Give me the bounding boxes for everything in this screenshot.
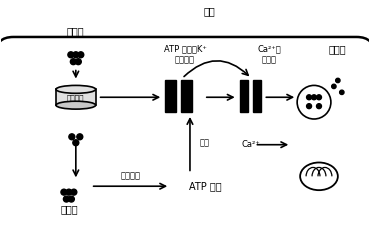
Bar — [56, 89, 96, 105]
Circle shape — [63, 196, 69, 202]
Circle shape — [68, 196, 74, 202]
Circle shape — [70, 59, 76, 65]
Circle shape — [75, 59, 81, 65]
Text: 葡萄糖: 葡萄糖 — [60, 204, 78, 214]
FancyBboxPatch shape — [0, 37, 370, 239]
Bar — [240, 81, 248, 112]
Text: ATP 敏感的K⁺
通道关闭: ATP 敏感的K⁺ 通道关闭 — [164, 44, 206, 64]
Circle shape — [66, 189, 72, 195]
Bar — [181, 81, 192, 112]
Circle shape — [73, 140, 79, 146]
Circle shape — [307, 104, 312, 109]
Ellipse shape — [56, 85, 96, 93]
Text: 氧化分解: 氧化分解 — [120, 171, 140, 180]
Circle shape — [336, 78, 340, 83]
Text: 载体蛋白: 载体蛋白 — [67, 94, 85, 101]
Bar — [165, 81, 176, 112]
Circle shape — [73, 52, 79, 58]
Text: Ca²⁺通
道打开: Ca²⁺通 道打开 — [258, 44, 281, 64]
Text: 胰岛素: 胰岛素 — [328, 44, 346, 54]
Circle shape — [69, 134, 75, 140]
Circle shape — [307, 95, 312, 100]
Circle shape — [297, 85, 331, 119]
Text: Ca²⁺: Ca²⁺ — [242, 140, 260, 149]
Circle shape — [312, 95, 316, 100]
Ellipse shape — [300, 163, 338, 190]
Circle shape — [78, 52, 84, 58]
Text: ATP 升高: ATP 升高 — [189, 181, 221, 191]
Circle shape — [316, 104, 322, 109]
Text: 导致: 导致 — [200, 138, 210, 147]
Circle shape — [77, 134, 83, 140]
Circle shape — [61, 189, 67, 195]
Circle shape — [71, 189, 77, 195]
Bar — [253, 81, 262, 112]
Ellipse shape — [56, 101, 96, 109]
Circle shape — [332, 84, 336, 89]
Circle shape — [340, 90, 344, 94]
Circle shape — [68, 52, 74, 58]
Text: 葡萄糖: 葡萄糖 — [67, 26, 85, 36]
Text: 触发: 触发 — [204, 6, 216, 16]
Circle shape — [316, 95, 322, 100]
